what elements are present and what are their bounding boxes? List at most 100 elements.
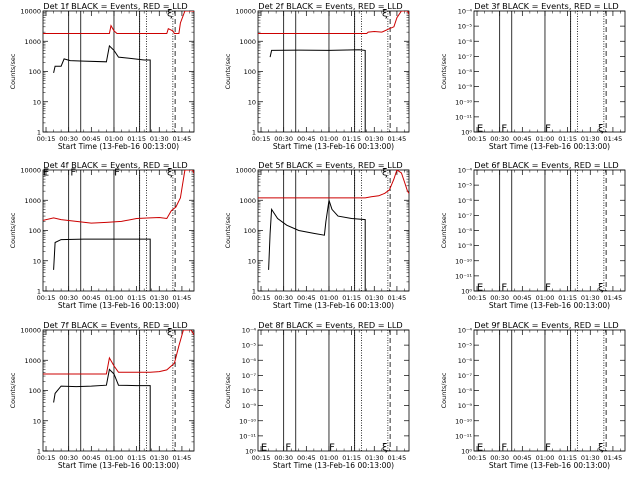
x-axis-label: Start Time (13-Feb-16 00:13:00) [489, 301, 610, 310]
x-tick-label: 01:45 [173, 135, 192, 143]
x-tick-label: 00:15 [37, 454, 56, 462]
y-tick-label: 10000 [20, 167, 41, 175]
plot-annotation: F [285, 443, 291, 454]
y-tick-label: 10⁻⁵ [242, 342, 257, 350]
y-tick-label: 10⁻⁸ [458, 68, 473, 76]
x-tick-label: 00:30 [59, 135, 78, 143]
y-tick-label: 10000 [235, 167, 256, 175]
x-tick-label: 01:00 [536, 294, 555, 302]
y-axis-label: Counts/sec [224, 53, 232, 89]
plot-title: Det 5f BLACK = Events, RED = LLD [258, 160, 402, 170]
y-tick-label: 1 [252, 129, 256, 137]
x-tick-label: 01:45 [604, 454, 623, 462]
y-axis-label: Counts/sec [9, 53, 17, 89]
plot-frame [473, 169, 626, 292]
x-tick-label: 01:45 [388, 294, 407, 302]
x-tick-label: 01:00 [105, 454, 124, 462]
y-tick-label: 10⁰ [245, 448, 256, 456]
x-tick-label: 00:30 [274, 454, 293, 462]
x-axis-label: Start Time (13-Feb-16 00:13:00) [58, 461, 179, 470]
y-tick-label: 10⁻¹¹ [455, 113, 472, 121]
y-tick-label: 10000 [235, 8, 256, 16]
y-tick-label: 10 [33, 257, 41, 265]
plot-annotation: ξ [598, 283, 604, 294]
x-tick-label: 00:15 [37, 135, 56, 143]
x-axis-label: Start Time (13-Feb-16 00:13:00) [489, 142, 610, 151]
plot-title: Det 3f BLACK = Events, RED = LLD [474, 1, 618, 11]
y-axis-label: Counts/sec [440, 53, 448, 89]
x-tick-label: 00:30 [59, 454, 78, 462]
x-tick-label: 01:00 [320, 454, 339, 462]
y-tick-label: 10 [33, 98, 41, 106]
events-series-line [53, 368, 151, 451]
x-tick-label: 01:45 [388, 454, 407, 462]
y-tick-label: 10000 [20, 327, 41, 335]
x-tick-label: 01:30 [150, 454, 169, 462]
y-tick-label: 10⁰ [461, 448, 472, 456]
y-tick-label: 1000 [239, 38, 256, 46]
y-tick-label: 10⁻⁷ [458, 212, 473, 220]
y-tick-label: 10⁻⁸ [242, 387, 257, 395]
x-tick-label: 01:00 [105, 294, 124, 302]
plot-annotation: F [329, 443, 335, 454]
plot-annotation: E [477, 283, 483, 294]
x-tick-label: 01:30 [365, 454, 384, 462]
y-tick-label: 10⁻⁷ [458, 53, 473, 61]
x-axis-label: Start Time (13-Feb-16 00:13:00) [273, 301, 394, 310]
x-tick-label: 01:15 [127, 135, 146, 143]
x-tick-label: 00:45 [513, 454, 532, 462]
plot-annotation: F [501, 443, 507, 454]
x-tick-label: 00:15 [252, 135, 271, 143]
y-tick-label: 1000 [24, 197, 41, 205]
plot-frame [473, 329, 626, 452]
x-axis-label: Start Time (13-Feb-16 00:13:00) [489, 461, 610, 470]
y-tick-label: 1 [37, 448, 41, 456]
plot-annotation: F [545, 124, 551, 135]
y-axis-label: Counts/sec [9, 212, 17, 248]
y-tick-label: 10⁰ [461, 129, 472, 137]
y-tick-label: 10⁻⁶ [458, 197, 473, 205]
plot-title: Det 1f BLACK = Events, RED = LLD [43, 1, 187, 11]
plot-frame [42, 329, 195, 452]
x-tick-label: 00:45 [82, 135, 101, 143]
y-tick-label: 10 [248, 98, 256, 106]
y-tick-label: 10⁻⁴ [458, 327, 473, 335]
y-tick-label: 100 [244, 227, 256, 235]
x-tick-label: 01:30 [581, 135, 600, 143]
plot-title: Det 6f BLACK = Events, RED = LLD [474, 160, 618, 170]
y-axis-label: Counts/sec [440, 212, 448, 248]
plot-annotation: ξ [382, 167, 388, 178]
x-tick-label: 01:30 [365, 294, 384, 302]
lld-series-line [43, 170, 194, 224]
x-tick-label: 01:00 [105, 135, 124, 143]
x-tick-label: 01:45 [604, 135, 623, 143]
events-series-line [268, 200, 366, 291]
y-tick-label: 10⁻⁶ [242, 357, 257, 365]
x-tick-label: 00:30 [59, 294, 78, 302]
plot-title: Det 4f BLACK = Events, RED = LLD [43, 160, 187, 170]
x-tick-label: 00:15 [252, 294, 271, 302]
x-tick-label: 01:15 [558, 135, 577, 143]
y-tick-label: 1 [37, 129, 41, 137]
plot-frame [257, 329, 410, 452]
y-tick-label: 10⁻⁸ [458, 387, 473, 395]
plot-title: Det 9f BLACK = Events, RED = LLD [474, 320, 618, 330]
plot-frame [257, 10, 410, 133]
x-tick-label: 00:45 [513, 294, 532, 302]
y-tick-label: 10⁻⁶ [458, 357, 473, 365]
plot-title: Det 7f BLACK = Events, RED = LLD [43, 320, 187, 330]
y-axis-label: Counts/sec [440, 372, 448, 408]
plot-annotation: F [501, 283, 507, 294]
plot-annotation: ξ [382, 443, 388, 454]
x-tick-label: 01:30 [581, 454, 600, 462]
x-tick-label: 01:15 [558, 454, 577, 462]
y-tick-label: 10⁻⁷ [458, 372, 473, 380]
plot-annotation: ξ [167, 327, 173, 338]
x-tick-label: 01:45 [173, 294, 192, 302]
x-tick-label: 00:15 [37, 294, 56, 302]
x-tick-label: 00:30 [490, 294, 509, 302]
y-tick-label: 10⁻¹¹ [455, 272, 472, 280]
plot-annotation: F [114, 167, 120, 178]
plot-annotation: E [477, 443, 483, 454]
